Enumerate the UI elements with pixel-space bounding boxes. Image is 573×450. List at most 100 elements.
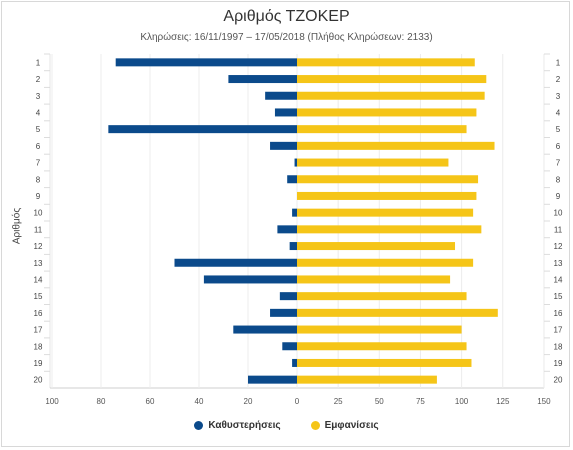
y-tick-label-right: 4 bbox=[556, 108, 561, 117]
y-tick-label-left: 8 bbox=[36, 175, 41, 184]
x-tick-label-left: 40 bbox=[195, 397, 204, 406]
delay-bar bbox=[115, 58, 297, 67]
y-tick-label-left: 2 bbox=[36, 75, 41, 84]
appearance-bar bbox=[297, 242, 456, 251]
appearance-bar bbox=[297, 175, 479, 184]
y-tick-label-right: 13 bbox=[554, 259, 563, 268]
delay-bar bbox=[270, 141, 297, 150]
chart-subtitle: Κληρώσεις: 16/11/1997 – 17/05/2018 (Πλήθ… bbox=[140, 32, 433, 43]
y-tick-label-left: 6 bbox=[36, 142, 41, 151]
y-tick-label-right: 5 bbox=[556, 125, 561, 134]
y-tick-label-left: 17 bbox=[34, 326, 43, 335]
y-tick-label-left: 9 bbox=[36, 192, 41, 201]
delay-bar bbox=[287, 175, 297, 184]
appearance-bar bbox=[297, 292, 467, 301]
delay-bar bbox=[274, 108, 297, 117]
y-tick-label-right: 11 bbox=[554, 225, 563, 234]
x-tick-label-right: 50 bbox=[375, 397, 384, 406]
appearance-bar bbox=[297, 208, 474, 217]
y-tick-label-right: 19 bbox=[554, 359, 563, 368]
appearance-bar bbox=[297, 325, 462, 334]
appearance-bar bbox=[297, 158, 449, 167]
delay-bar bbox=[292, 358, 297, 367]
delay-bar bbox=[203, 275, 297, 284]
y-tick-label-right: 2 bbox=[556, 75, 561, 84]
x-tick-label-right: 100 bbox=[455, 397, 469, 406]
legend-marker-appearances bbox=[310, 421, 320, 430]
y-tick-label-left: 4 bbox=[36, 108, 41, 117]
y-tick-label-right: 3 bbox=[556, 92, 561, 101]
legend-item-delays[interactable]: Καθυστερήσεις bbox=[194, 420, 281, 431]
delay-bar bbox=[282, 342, 297, 351]
x-tick-label-right: 125 bbox=[496, 397, 510, 406]
delay-bar bbox=[270, 308, 297, 317]
y-tick-label-right: 12 bbox=[554, 242, 563, 251]
delay-bar bbox=[265, 91, 297, 100]
appearance-bar bbox=[297, 91, 485, 100]
legend-item-appearances[interactable]: Εμφανίσεις bbox=[310, 420, 379, 431]
delay-bar bbox=[292, 208, 297, 217]
x-tick-label-left: 80 bbox=[97, 397, 106, 406]
delay-bar bbox=[279, 292, 297, 301]
appearance-bar bbox=[297, 358, 472, 367]
x-tick-label-left: 0 bbox=[295, 397, 300, 406]
y-tick-label-left: 19 bbox=[34, 359, 43, 368]
y-tick-label-left: 16 bbox=[34, 309, 43, 318]
delay-bar bbox=[108, 125, 297, 134]
y-tick-label-left: 7 bbox=[36, 159, 41, 168]
x-tick-label-left: 100 bbox=[45, 397, 59, 406]
y-tick-label-right: 1 bbox=[556, 58, 561, 67]
y-tick-label-left: 11 bbox=[34, 225, 43, 234]
y-tick-label-left: 5 bbox=[36, 125, 41, 134]
delay-bar bbox=[248, 375, 297, 384]
delay-bar bbox=[228, 75, 297, 84]
x-tick-label-left: 20 bbox=[244, 397, 253, 406]
y-tick-label-right: 15 bbox=[554, 292, 563, 301]
appearance-bar bbox=[297, 141, 495, 150]
y-tick-label-left: 13 bbox=[34, 259, 43, 268]
chart-legend: Καθυστερήσεις Εμφανίσεις bbox=[0, 420, 573, 431]
y-tick-label-left: 14 bbox=[34, 275, 43, 284]
legend-label-delays: Καθυστερήσεις bbox=[208, 420, 281, 431]
y-tick-label-left: 12 bbox=[34, 242, 43, 251]
appearance-bar bbox=[297, 75, 487, 84]
x-tick-label-right: 75 bbox=[416, 397, 425, 406]
appearance-bar bbox=[297, 375, 437, 384]
y-tick-label-left: 18 bbox=[34, 342, 43, 351]
delay-bar bbox=[277, 225, 297, 234]
appearance-bar bbox=[297, 125, 467, 134]
appearance-bar bbox=[297, 108, 477, 117]
y-tick-label-right: 6 bbox=[556, 142, 561, 151]
y-tick-label-right: 14 bbox=[554, 275, 563, 284]
y-tick-label-right: 16 bbox=[554, 309, 563, 318]
y-tick-label-left: 20 bbox=[34, 376, 43, 385]
appearance-bar bbox=[297, 308, 498, 317]
y-tick-label-right: 18 bbox=[554, 342, 563, 351]
legend-label-appearances: Εμφανίσεις bbox=[324, 420, 379, 431]
delay-bar bbox=[233, 325, 297, 334]
appearance-bar bbox=[297, 225, 482, 234]
y-tick-label-left: 3 bbox=[36, 92, 41, 101]
x-tick-label-left: 60 bbox=[146, 397, 155, 406]
appearance-bar bbox=[297, 342, 467, 351]
legend-marker-delays bbox=[194, 421, 204, 430]
chart-title: Αριθμός ΤΖΟΚΕΡ bbox=[223, 8, 350, 25]
y-tick-label-left: 1 bbox=[36, 58, 41, 67]
y-tick-label-right: 7 bbox=[556, 159, 561, 168]
appearance-bar bbox=[297, 58, 475, 67]
y-tick-label-right: 10 bbox=[554, 209, 563, 218]
delay-bar bbox=[174, 258, 297, 267]
x-tick-label-right: 25 bbox=[334, 397, 343, 406]
appearance-bar bbox=[297, 191, 477, 200]
delay-bar bbox=[294, 158, 297, 167]
y-tick-label-right: 20 bbox=[554, 376, 563, 385]
appearance-bar bbox=[297, 258, 474, 267]
delay-bar bbox=[289, 242, 297, 251]
y-tick-label-right: 17 bbox=[554, 326, 563, 335]
y-tick-label-right: 8 bbox=[556, 175, 561, 184]
y-tick-label-left: 15 bbox=[34, 292, 43, 301]
y-tick-label-left: 10 bbox=[34, 209, 43, 218]
appearance-bar bbox=[297, 275, 451, 284]
x-tick-label-right: 150 bbox=[537, 397, 551, 406]
